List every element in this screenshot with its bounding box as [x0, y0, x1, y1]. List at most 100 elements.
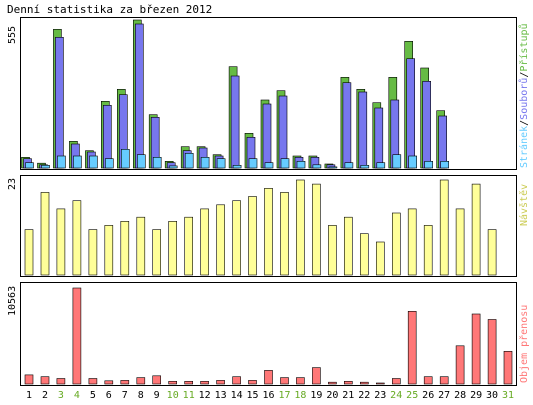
bar-pages-day-13: [216, 158, 226, 169]
legend-part-3: /: [519, 72, 530, 78]
bar-files-day-27: [438, 115, 448, 169]
hits-files-pages-bars: [21, 19, 450, 169]
bar-pages-day-15: [248, 158, 258, 169]
bar-volume-day-24: [391, 378, 401, 385]
volume-bars: [24, 287, 513, 385]
bar-pages-day-23: [376, 162, 386, 169]
visits-bars: [24, 179, 497, 276]
bar-visits-day-28: [455, 208, 465, 276]
chart-title: Denní statistika za březen 2012: [7, 3, 212, 16]
bar-volume-day-31: [503, 350, 513, 385]
bar-volume-day-25: [407, 310, 417, 385]
day-label-28: 28: [454, 390, 466, 401]
hits-files-pages-panel: 555 Stránek/Souborů/Přístupů: [7, 17, 530, 170]
day-axis-labels: 1 2 3 4 5 6 7 8 9 10 11 12 13 14 15 16 17 18 19 20 21 22 23 24 2…: [26, 390, 514, 401]
bar-visits-day-10: [168, 221, 177, 276]
bar-pages-day-11: [184, 153, 194, 169]
day-label-17: 17: [278, 390, 290, 401]
day-label-3: 3: [58, 390, 64, 401]
bar-volume-day-30: [487, 319, 497, 385]
bar-pages-day-16: [264, 162, 274, 169]
bar-volume-day-10: [168, 380, 177, 385]
day-label-4: 4: [74, 390, 80, 401]
legend-part-2: Souborů: [518, 78, 530, 120]
bar-visits-day-7: [120, 221, 130, 276]
day-label-22: 22: [358, 390, 370, 401]
bar-volume-day-15: [248, 380, 257, 385]
bar-volume-day-28: [455, 345, 465, 385]
bar-visits-day-1: [24, 229, 34, 276]
bar-pages-day-21: [344, 162, 354, 169]
bar-visits-day-26: [423, 225, 433, 276]
bar-pages-day-10: [168, 165, 178, 169]
volume-ymax-label: 10563: [7, 286, 18, 316]
bar-visits-day-24: [391, 212, 401, 276]
visits-panel: 23 Návštěv: [7, 175, 530, 277]
volume-frame: [20, 282, 517, 386]
bar-volume-day-1: [24, 374, 34, 385]
bar-pages-day-27: [440, 161, 450, 169]
bar-volume-day-9: [152, 375, 161, 385]
bar-visits-day-6: [104, 225, 114, 276]
bar-volume-day-2: [40, 376, 50, 385]
bar-volume-day-11: [184, 380, 193, 385]
day-label-23: 23: [374, 390, 386, 401]
bar-pages-day-26: [424, 161, 434, 169]
bar-pages-day-22: [360, 165, 370, 169]
volume-legend-label: Objem přenosu: [518, 305, 530, 383]
bar-pages-day-25: [408, 155, 418, 169]
day-label-15: 15: [246, 390, 258, 401]
day-label-16: 16: [262, 390, 274, 401]
day-label-13: 13: [215, 390, 227, 401]
day-label-5: 5: [90, 390, 96, 401]
bar-visits-day-11: [184, 216, 193, 276]
bar-volume-day-6: [104, 380, 114, 385]
bar-visits-day-13: [216, 204, 225, 276]
bar-volume-day-18: [296, 377, 305, 385]
bar-pages-day-6: [105, 158, 114, 169]
bar-visits-day-4: [72, 200, 82, 276]
day-label-31: 31: [502, 390, 514, 401]
bar-pages-day-9: [152, 157, 162, 169]
hits-files-pages-frame: [20, 17, 517, 170]
bar-visits-day-25: [407, 208, 417, 276]
visits-ymax-label: 23: [7, 178, 18, 190]
visits-legend-label: Návštěv: [518, 184, 530, 226]
volume-panel: 10563 Objem přenosu: [7, 282, 530, 386]
day-label-20: 20: [326, 390, 338, 401]
bar-volume-day-22: [359, 381, 369, 385]
day-label-21: 21: [342, 390, 354, 401]
bar-visits-day-20: [328, 225, 337, 276]
day-label-25: 25: [406, 390, 418, 401]
bar-visits-day-27: [439, 179, 449, 276]
bar-volume-day-13: [216, 380, 225, 385]
legend-part-4: Přístupů: [518, 23, 530, 71]
day-label-6: 6: [106, 390, 112, 401]
bar-visits-day-18: [296, 179, 305, 276]
hits-ymax-label: 555: [7, 26, 18, 44]
bar-pages-day-4: [73, 155, 82, 169]
bar-visits-day-8: [136, 216, 146, 276]
bar-visits-day-14: [232, 200, 241, 276]
bar-files-day-22: [358, 91, 368, 169]
hits-files-pages-legend-label: Stránek/Souborů/Přístupů: [518, 23, 530, 168]
bar-visits-day-17: [280, 192, 289, 276]
day-label-1: 1: [26, 390, 32, 401]
day-label-24: 24: [390, 390, 402, 401]
bar-pages-day-12: [200, 157, 210, 169]
bar-volume-day-26: [423, 376, 433, 385]
bar-volume-day-29: [471, 313, 481, 385]
bar-visits-day-23: [375, 241, 385, 276]
bar-files-day-23: [374, 107, 384, 169]
bar-files-day-14: [230, 75, 240, 169]
day-label-19: 19: [310, 390, 322, 401]
bar-visits-day-9: [152, 229, 161, 276]
bar-files-day-21: [342, 82, 352, 169]
bar-visits-day-16: [264, 188, 273, 276]
bar-pages-day-3: [57, 155, 66, 169]
day-label-26: 26: [422, 390, 434, 401]
day-label-11: 11: [183, 390, 195, 401]
bar-files-day-3: [55, 36, 64, 169]
day-label-9: 9: [154, 390, 160, 401]
